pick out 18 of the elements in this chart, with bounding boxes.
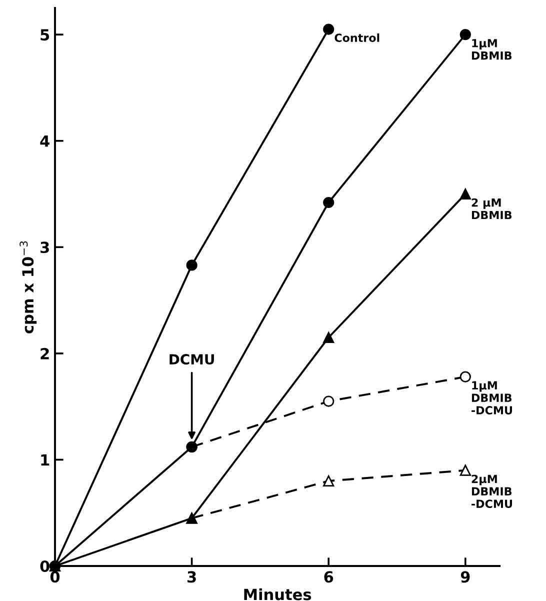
y-tick-label: 1	[41, 454, 50, 466]
x-tick-label: 6	[324, 571, 334, 583]
y-tick-label: 5	[40, 29, 50, 41]
x-tick-label: 9	[460, 571, 470, 583]
y-tick-label: 0	[40, 560, 50, 572]
series-label: 2 µM DBMIB	[472, 198, 512, 220]
x-tick-label: 0	[50, 571, 60, 583]
x-tick-label: 3	[188, 571, 196, 583]
y-axis-title: cpm x 10$^{−3}$	[20, 241, 37, 334]
y-tick-label: 4	[40, 136, 50, 147]
x-axis-title: Minutes	[244, 588, 312, 600]
y-tick-label: 2	[40, 348, 49, 360]
series-label: Control	[334, 33, 380, 42]
series-label: 2µM DBMIB -DCMU	[472, 474, 512, 508]
series-label: 1µM DBMIB -DCMU	[472, 381, 512, 414]
annotation: DCMU	[170, 354, 214, 365]
series-label: 1µM DBMIB	[472, 39, 512, 60]
y-tick-label: 3	[40, 242, 49, 254]
